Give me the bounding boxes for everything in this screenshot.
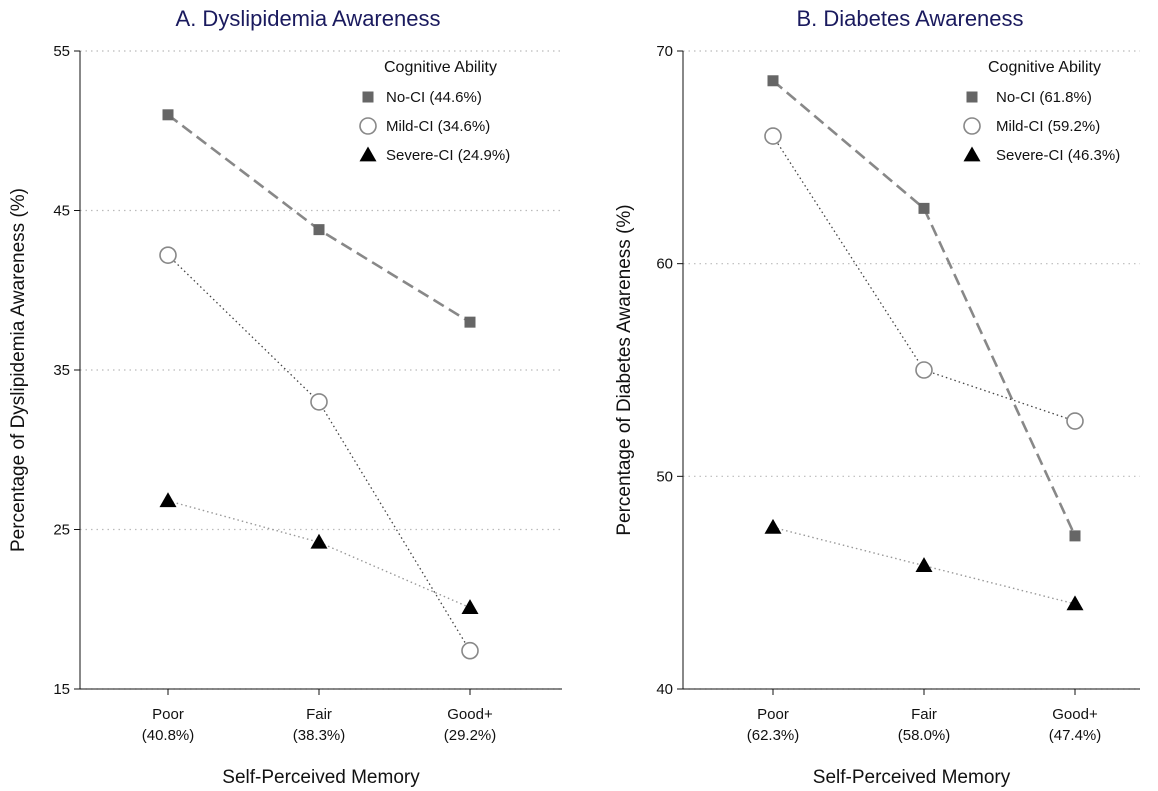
- chart-title: B. Diabetes Awareness: [796, 6, 1023, 31]
- panel-dyslipidemia: A. Dyslipidemia Awareness 15 25 35 45 55 Poor (…: [8, 6, 562, 788]
- y-tick-label: 50: [656, 468, 673, 485]
- x-tick-sublabel: (40.8%): [142, 727, 195, 744]
- legend-marker: [966, 91, 978, 103]
- legend-marker: [359, 117, 377, 135]
- legend-label: No-CI (61.8%): [996, 89, 1092, 106]
- chart-title: A. Dyslipidemia Awareness: [176, 6, 441, 31]
- x-axis-title: Self-Perceived Memory: [222, 767, 420, 788]
- legend-marker: [963, 117, 981, 135]
- y-tick-label: 25: [53, 522, 70, 539]
- legend-marker: [963, 146, 981, 162]
- data-point: [464, 316, 476, 328]
- series-line: [167, 113, 471, 324]
- legend-label: Mild-CI (59.2%): [996, 118, 1100, 135]
- panel-diabetes: B. Diabetes Awareness 40 50 60 70 Poor (62.3%)…: [614, 6, 1140, 788]
- data-point: [159, 492, 177, 508]
- series-line: [772, 79, 1077, 537]
- data-point: [1066, 595, 1084, 611]
- legend-label: Mild-CI (34.6%): [386, 118, 490, 135]
- legend-marker: [362, 91, 374, 103]
- x-tick-sublabel: (62.3%): [747, 727, 800, 744]
- legend-marker: [359, 146, 377, 162]
- y-tick-label: 55: [53, 43, 70, 60]
- legend-label: Severe-CI (24.9%): [386, 147, 510, 164]
- y-tick-label: 15: [53, 681, 70, 698]
- data-point: [159, 246, 177, 264]
- x-tick-sublabel: (58.0%): [898, 727, 951, 744]
- x-tick-sublabel: (38.3%): [293, 727, 346, 744]
- series-line: [167, 254, 471, 652]
- x-tick-sublabel: (29.2%): [444, 727, 497, 744]
- data-point: [915, 361, 933, 379]
- data-point: [162, 109, 174, 121]
- legend-title: Cognitive Ability: [384, 59, 497, 76]
- data-point: [461, 599, 479, 615]
- y-tick-label: 60: [656, 256, 673, 273]
- y-tick-label: 35: [53, 362, 70, 379]
- x-tick-sublabel: (47.4%): [1049, 727, 1102, 744]
- x-tick-label: Fair: [306, 706, 332, 723]
- data-point: [767, 75, 779, 87]
- x-tick-label: Good+: [447, 706, 493, 723]
- data-point: [313, 224, 325, 236]
- data-point: [1069, 530, 1081, 542]
- y-tick-label: 40: [656, 681, 673, 698]
- data-point: [1066, 412, 1084, 430]
- x-tick-label: Poor: [152, 706, 184, 723]
- legend-label: No-CI (44.6%): [386, 89, 482, 106]
- data-point: [918, 202, 930, 214]
- data-point: [310, 393, 328, 411]
- y-axis-title: Percentage of Dyslipidemia Awareness (%): [8, 188, 29, 552]
- y-tick-label: 70: [656, 43, 673, 60]
- y-tick-label: 45: [53, 203, 70, 220]
- legend-title: Cognitive Ability: [988, 59, 1101, 76]
- legend-label: Severe-CI (46.3%): [996, 147, 1120, 164]
- data-point: [764, 518, 782, 534]
- data-point: [915, 557, 933, 573]
- x-tick-label: Poor: [757, 706, 789, 723]
- data-point: [461, 641, 479, 660]
- series-line: [167, 500, 471, 609]
- x-axis-title: Self-Perceived Memory: [813, 767, 1011, 788]
- y-axis-title: Percentage of Diabetes Awareness (%): [614, 204, 635, 535]
- data-point: [764, 127, 782, 145]
- x-tick-label: Good+: [1052, 706, 1098, 723]
- data-point: [310, 533, 328, 549]
- x-tick-label: Fair: [911, 706, 937, 723]
